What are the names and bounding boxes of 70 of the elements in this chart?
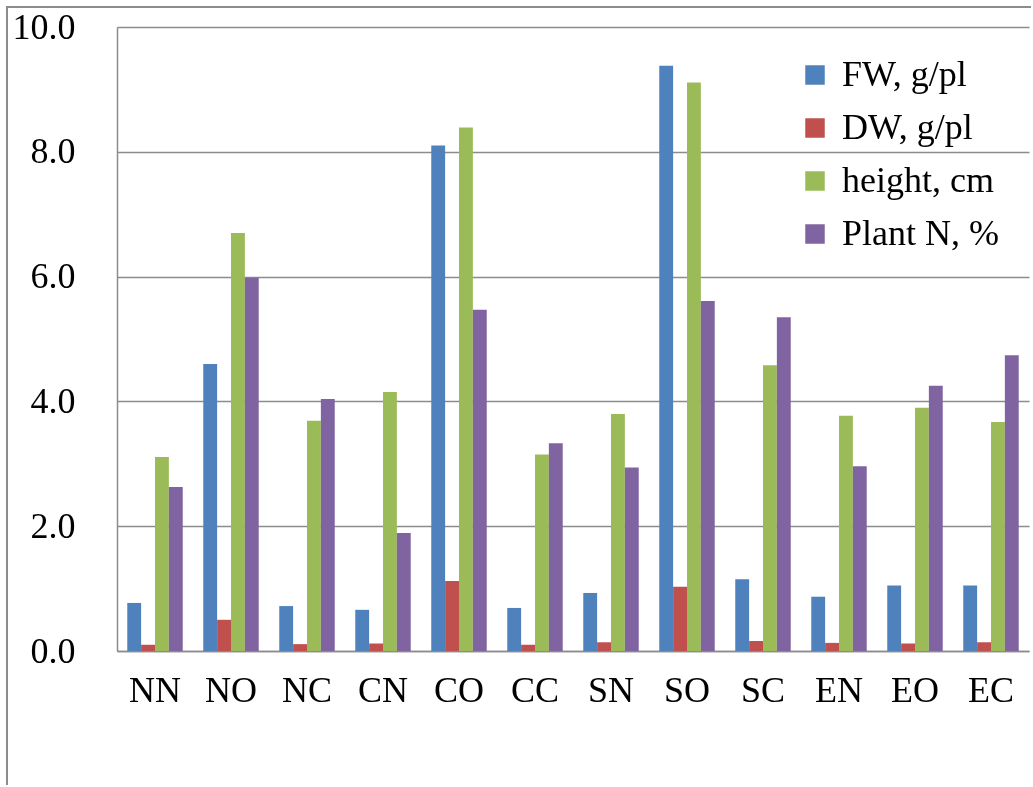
bar — [977, 642, 991, 651]
bar — [521, 644, 535, 651]
legend-label: Plant N, % — [842, 213, 999, 253]
bar — [611, 413, 625, 651]
bar — [320, 398, 335, 651]
bar — [383, 392, 397, 651]
y-tick-label: 2.0 — [30, 505, 76, 546]
bar — [355, 609, 370, 651]
x-tick-label: SN — [587, 669, 635, 710]
x-tick-label: NC — [281, 669, 333, 710]
bar — [155, 456, 169, 651]
bar — [687, 82, 701, 651]
bar — [915, 407, 929, 651]
bar — [217, 619, 231, 651]
bar — [887, 585, 902, 651]
bar — [776, 317, 791, 651]
bar — [583, 592, 598, 651]
bar — [700, 300, 715, 651]
legend-label: height, cm — [842, 160, 994, 200]
bar — [811, 596, 826, 651]
bar — [749, 641, 763, 651]
legend-label: DW, g/pl — [842, 107, 973, 147]
bar — [535, 454, 549, 651]
bar — [431, 145, 446, 651]
bar — [1004, 355, 1019, 651]
x-tick-label: NO — [205, 669, 257, 710]
bar — [928, 385, 943, 651]
x-tick-label: EO — [891, 669, 939, 710]
y-tick-label: 10.0 — [12, 6, 76, 47]
x-tick-label: CN — [357, 669, 409, 710]
bar — [168, 486, 183, 651]
bar — [279, 606, 294, 651]
bar — [991, 421, 1005, 651]
bar — [459, 127, 473, 651]
bar — [763, 365, 777, 651]
bar — [839, 415, 853, 651]
bar — [659, 65, 674, 651]
y-tick-label: 6.0 — [30, 256, 76, 297]
bar — [548, 443, 563, 651]
bar — [141, 644, 155, 651]
y-tick-label: 4.0 — [30, 380, 76, 421]
x-tick-label: SC — [740, 669, 786, 710]
bar — [369, 643, 383, 651]
x-tick-label: SO — [663, 669, 711, 710]
bar — [127, 602, 142, 651]
bar — [293, 644, 307, 651]
bar — [901, 643, 915, 651]
x-tick-label: CO — [433, 669, 485, 710]
bar — [507, 607, 522, 651]
y-tick-label: 0.0 — [30, 630, 76, 671]
x-tick-label: NN — [129, 669, 181, 710]
bar — [735, 579, 750, 651]
y-tick-label: 8.0 — [30, 131, 76, 172]
x-tick-label: EN — [815, 669, 863, 710]
bar — [852, 466, 867, 651]
bar — [396, 533, 411, 651]
bar — [307, 420, 321, 651]
bar — [673, 586, 687, 651]
x-tick-label: EC — [967, 669, 1015, 710]
bar — [825, 642, 839, 651]
bar — [624, 467, 639, 651]
bar — [231, 232, 245, 651]
x-tick-label: CC — [510, 669, 560, 710]
bar — [203, 363, 218, 651]
bar — [963, 585, 978, 651]
bar — [472, 309, 487, 651]
legend-label: FW, g/pl — [842, 54, 967, 94]
bar — [597, 642, 611, 651]
bar — [445, 581, 459, 651]
bar — [244, 277, 259, 651]
